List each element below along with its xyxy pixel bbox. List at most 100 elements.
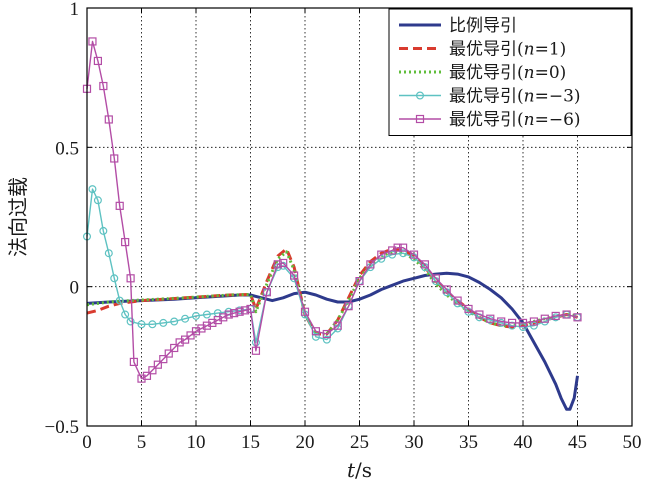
y-tick-label: −0.5 [45, 417, 79, 438]
series-point [170, 317, 179, 326]
series-point [153, 360, 162, 369]
x-tick-label: 40 [514, 432, 533, 453]
series-point [115, 201, 124, 210]
legend-entry-3: 最优导引(n=−3) [399, 87, 581, 107]
series-point [164, 349, 173, 358]
series-point [99, 81, 108, 91]
x-tick-label: 25 [350, 432, 369, 453]
x-tick-label: 30 [405, 432, 424, 453]
series-4 [82, 37, 582, 383]
series-point [240, 306, 250, 315]
x-tick-label: 0 [82, 432, 92, 453]
series-point [181, 335, 190, 344]
plot-series [82, 37, 582, 411]
series-point [159, 318, 168, 327]
series-point [181, 314, 190, 323]
series-point [126, 274, 135, 283]
series-point [562, 310, 571, 319]
series-point [388, 246, 397, 255]
legend-label: 最优导引(n=−6) [449, 110, 581, 130]
series-point [197, 324, 206, 333]
series-point [230, 309, 239, 318]
series-point [399, 243, 408, 252]
series-point [213, 316, 222, 325]
legend-entry-4: 最优导引(n=−6) [399, 110, 581, 130]
legend-label: 最优导引(n=−3) [449, 87, 581, 107]
series-line [86, 188, 578, 344]
y-axis-label: 法向过载 [6, 177, 30, 257]
series-point [129, 357, 138, 367]
series-point [99, 226, 108, 235]
y-tick-label: 1 [70, 0, 80, 20]
series-point [311, 327, 320, 336]
series-point [110, 274, 119, 283]
x-axis-label-unit: /s [355, 458, 372, 482]
series-0 [86, 271, 579, 411]
series-point [355, 276, 364, 286]
series-point [202, 310, 211, 319]
series-line [86, 250, 578, 336]
series-point [442, 285, 451, 294]
series-point [126, 317, 135, 326]
series-point [88, 185, 97, 194]
y-tick-label: 0 [70, 278, 80, 299]
series-point [333, 321, 342, 330]
series-point [573, 313, 582, 322]
series-point [208, 318, 217, 327]
series-point [518, 318, 528, 327]
series-point [191, 327, 201, 336]
series-point [148, 366, 157, 375]
series-point [262, 288, 271, 297]
series-point [409, 250, 419, 259]
series-point [186, 331, 195, 340]
series-point [159, 355, 168, 364]
series-point [529, 317, 539, 326]
series-point [88, 37, 97, 46]
legend-marker [415, 114, 425, 124]
series-point [322, 335, 331, 344]
grid-lines [87, 8, 632, 426]
series-point [104, 115, 113, 124]
x-tick-label: 10 [187, 432, 206, 453]
legend-label: 最优导引(n=1) [449, 40, 566, 60]
series-point [377, 250, 386, 259]
x-tick-label: 50 [623, 432, 642, 453]
series-point [344, 302, 353, 311]
series-point [388, 250, 397, 259]
series-point [104, 249, 113, 258]
series-2 [86, 250, 578, 336]
x-tick-label: 45 [568, 432, 587, 453]
legend-marker [416, 91, 425, 100]
x-axis-label: t/s [347, 458, 372, 482]
axis-ticks: 0 5 10 15 20 25 30 35 40 45 50−0.500.51 [45, 0, 642, 453]
series-point [508, 318, 517, 327]
series-point [399, 249, 408, 258]
series-point [322, 329, 331, 339]
series-point [202, 321, 211, 330]
series-point [137, 374, 146, 383]
series-point [121, 237, 130, 247]
series-point [142, 371, 152, 380]
series-point [246, 304, 255, 314]
series-point [148, 320, 157, 329]
legend-entry-0: 比例导引 [399, 16, 517, 36]
series-point [453, 296, 462, 305]
series-point [420, 260, 429, 269]
series-point [529, 321, 538, 330]
legend-label: 最优导引(n=0) [449, 63, 566, 83]
series-point [393, 243, 402, 252]
series-point [137, 320, 146, 329]
x-tick-label: 35 [459, 432, 478, 453]
legend-label: 比例导引 [449, 16, 517, 36]
series-point [121, 310, 130, 319]
series-point [300, 307, 310, 316]
series-point [290, 271, 299, 280]
series-point [192, 311, 201, 320]
legend-entry-1: 最优导引(n=1) [399, 40, 566, 60]
series-point [93, 56, 103, 66]
series-point [110, 154, 119, 163]
series-point [497, 317, 506, 326]
series-point [486, 314, 495, 323]
